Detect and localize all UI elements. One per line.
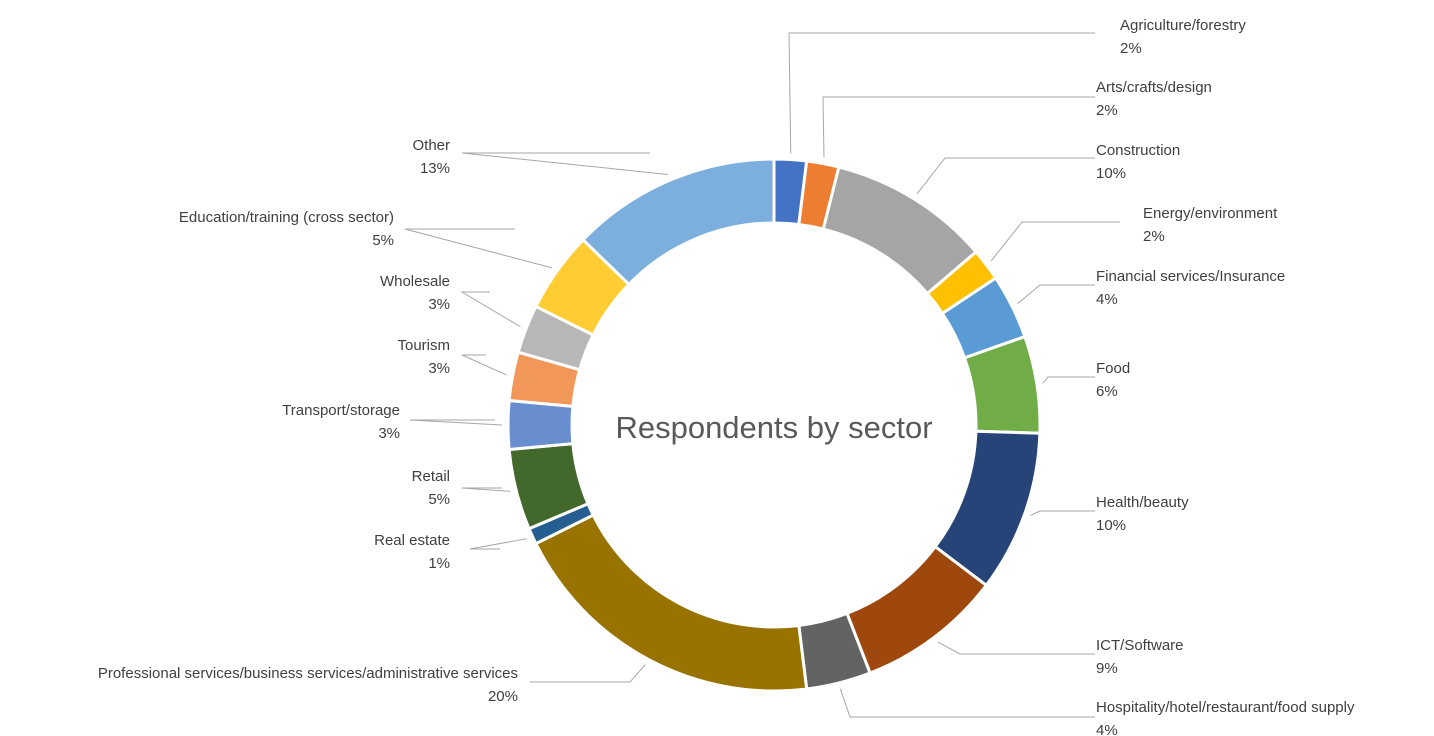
slice-label: Food 6%	[1096, 360, 1130, 400]
slice-label: Education/training (cross sector) 5%	[179, 209, 394, 249]
slice-label: Professional services/business services/…	[98, 665, 518, 705]
leader-line	[469, 538, 527, 550]
slice-category-label: Retail	[412, 468, 450, 485]
slice-other	[580, 157, 776, 287]
slice-label: Wholesale 3%	[380, 273, 450, 313]
slice-label: Retail 5%	[412, 468, 450, 508]
slice-category-label: Hospitality/hotel/restaurant/food supply	[1096, 699, 1355, 716]
slice-category-label: Construction	[1096, 142, 1180, 159]
slice-value-label: 3%	[428, 360, 450, 377]
slice-label: Arts/crafts/design 2%	[1096, 79, 1212, 119]
leader-line	[990, 221, 1120, 262]
leader-line	[822, 96, 1095, 158]
slice-category-label: Tourism	[397, 337, 450, 354]
donut-slices	[506, 157, 1042, 693]
slice-category-label: Wholesale	[380, 273, 450, 290]
slice-transport-storage	[506, 398, 575, 452]
slice-value-label: 5%	[372, 232, 394, 249]
slice-category-label: Arts/crafts/design	[1096, 79, 1212, 96]
slice-category-label: Health/beauty	[1096, 494, 1189, 511]
slice-value-label: 1%	[428, 555, 450, 572]
leader-line	[788, 32, 1095, 154]
chart-title: Respondents by sector	[615, 410, 932, 445]
slice-value-label: 4%	[1096, 722, 1118, 736]
leader-line	[1017, 284, 1095, 305]
slice-label: Construction 10%	[1096, 142, 1180, 182]
slice-value-label: 4%	[1096, 291, 1118, 308]
slice-label: Tourism 3%	[397, 337, 450, 377]
slice-category-label: Food	[1096, 360, 1130, 377]
slice-label: Agriculture/forestry 2%	[1120, 17, 1246, 57]
leader-line	[916, 157, 1095, 195]
slice-category-label: Other	[412, 137, 450, 154]
slice-category-label: Financial services/Insurance	[1096, 268, 1285, 285]
slice-value-label: 2%	[1096, 102, 1118, 119]
slice-value-label: 3%	[378, 425, 400, 442]
slice-value-label: 6%	[1096, 383, 1118, 400]
slice-value-label: 10%	[1096, 165, 1126, 182]
slice-category-label: ICT/Software	[1096, 637, 1184, 654]
slice-value-label: 13%	[420, 160, 450, 177]
slice-label: Transport/storage 3%	[282, 402, 400, 442]
leader-line	[461, 487, 511, 492]
slice-label: Financial services/Insurance 4%	[1096, 268, 1285, 308]
slice-value-label: 2%	[1143, 228, 1165, 245]
slice-value-label: 20%	[488, 688, 518, 705]
slice-category-label: Energy/environment	[1143, 205, 1278, 222]
slice-category-label: Education/training (cross sector)	[179, 209, 394, 226]
leader-lines	[404, 32, 1120, 718]
leader-line	[404, 228, 553, 269]
slice-value-label: 10%	[1096, 517, 1126, 534]
slice-value-label: 3%	[428, 296, 450, 313]
slice-label: Health/beauty 10%	[1096, 494, 1189, 534]
slice-label: Hospitality/hotel/restaurant/food supply…	[1096, 699, 1355, 736]
slice-value-label: 9%	[1096, 660, 1118, 677]
slice-category-label: Transport/storage	[282, 402, 400, 419]
slice-category-label: Professional services/business services/…	[98, 665, 518, 682]
slice-value-label: 5%	[428, 491, 450, 508]
slice-label: Real estate 1%	[374, 532, 450, 572]
leader-line	[839, 688, 1095, 718]
slice-labels: Agriculture/forestry 2%Arts/crafts/design…	[98, 17, 1355, 736]
slice-professional-services-business-services-administrative-services	[533, 513, 809, 693]
leader-line	[461, 354, 507, 376]
leader-line	[937, 641, 1095, 655]
slice-label: ICT/Software 9%	[1096, 637, 1184, 677]
slice-label: Other 13%	[412, 137, 450, 177]
slice-category-label: Agriculture/forestry	[1120, 17, 1246, 34]
leader-line	[530, 664, 646, 683]
slice-value-label: 2%	[1120, 40, 1142, 57]
leader-line	[1030, 510, 1095, 516]
leader-line	[409, 419, 503, 426]
slice-category-label: Real estate	[374, 532, 450, 549]
leader-line	[461, 152, 669, 176]
leader-line	[460, 291, 521, 328]
leader-line	[1042, 376, 1095, 384]
slice-label: Energy/environment 2%	[1143, 205, 1278, 245]
